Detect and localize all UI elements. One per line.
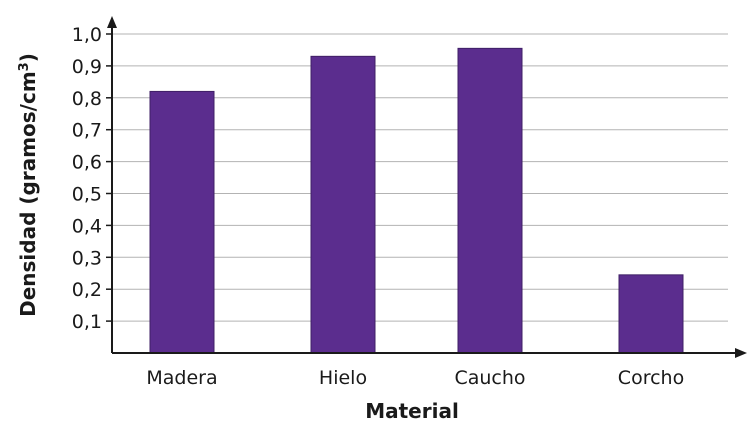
bar-madera bbox=[150, 91, 214, 353]
x-category-labels: Madera Hielo Caucho Corcho bbox=[146, 367, 684, 389]
bar-corcho bbox=[619, 275, 683, 353]
x-category-label: Hielo bbox=[319, 367, 367, 389]
y-axis-arrow bbox=[107, 16, 117, 28]
bars bbox=[150, 48, 683, 353]
x-category-label: Corcho bbox=[618, 367, 684, 389]
x-axis-arrow bbox=[735, 348, 747, 358]
x-axis-title: Material bbox=[365, 399, 459, 423]
y-axis-title-close: ) bbox=[16, 53, 40, 62]
y-axis-title-superscript: 3 bbox=[17, 62, 32, 71]
y-tick-label: 0,8 bbox=[72, 88, 102, 110]
y-tick-label: 0,3 bbox=[72, 247, 102, 269]
y-tick-label: 0,9 bbox=[72, 56, 102, 78]
x-category-label: Madera bbox=[146, 367, 217, 389]
y-axis-title-main: Densidad (gramos/cm bbox=[16, 71, 40, 317]
y-tick-label: 0,4 bbox=[72, 215, 102, 237]
y-tick-label: 0,7 bbox=[72, 120, 102, 142]
y-tick-label: 0,1 bbox=[72, 311, 102, 333]
y-axis-title: Densidad (gramos/cm3) bbox=[16, 53, 40, 317]
bar-hielo bbox=[311, 56, 375, 353]
y-tick-label: 0,5 bbox=[72, 184, 102, 206]
y-tick-label: 0,2 bbox=[72, 279, 102, 301]
bar-caucho bbox=[458, 48, 522, 353]
y-tick-label: 0,6 bbox=[72, 152, 102, 174]
y-tick-label: 1,0 bbox=[72, 24, 102, 46]
x-category-label: Caucho bbox=[454, 367, 525, 389]
y-tick-labels: 0,1 0,2 0,3 0,4 0,5 0,6 0,7 0,8 0,9 1,0 bbox=[72, 24, 112, 333]
